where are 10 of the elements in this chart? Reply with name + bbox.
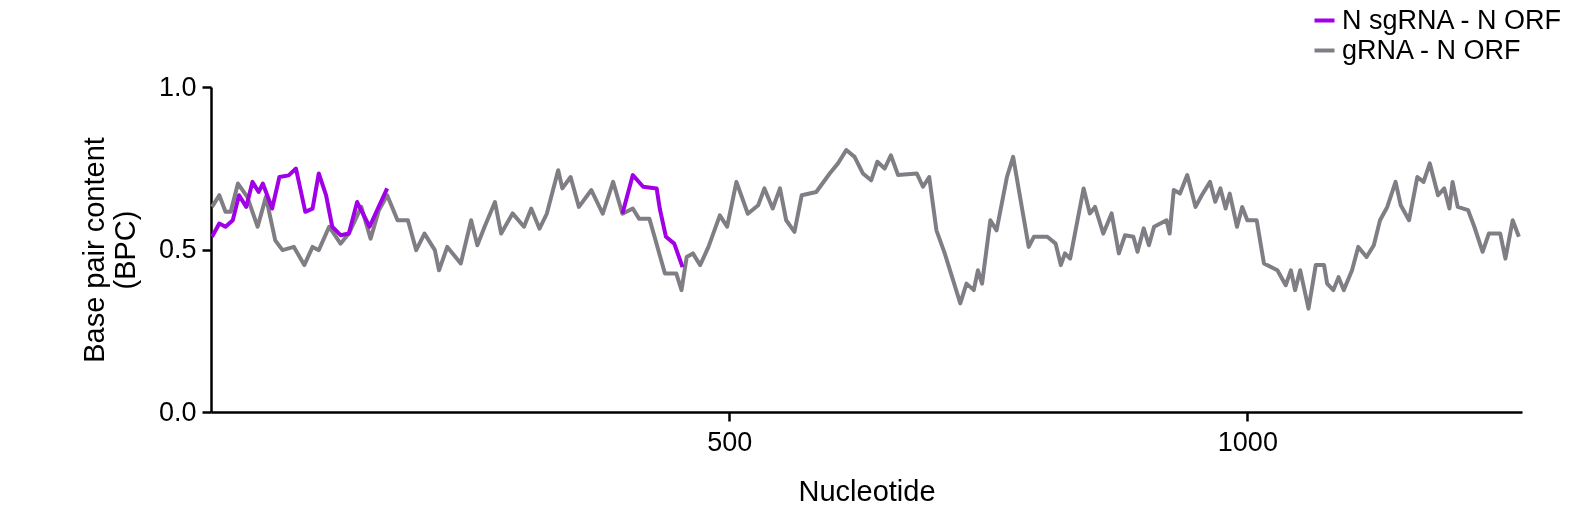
x-axis-title: Nucleotide — [798, 474, 936, 507]
legend-label: gRNA - N ORF — [1342, 34, 1521, 65]
y-tick-label: 0.5 — [158, 234, 197, 264]
y-tick-label: 0.0 — [158, 396, 197, 427]
x-tick-label: 1000 — [1217, 426, 1278, 457]
legend-label: N sgRNA - N ORF — [1342, 4, 1562, 35]
y-axis-title: Base pair content (BPC) — [77, 137, 141, 363]
line-series — [210, 148, 1521, 311]
y-tick-label: 1.0 — [158, 71, 197, 102]
x-tick-label: 500 — [707, 426, 753, 457]
